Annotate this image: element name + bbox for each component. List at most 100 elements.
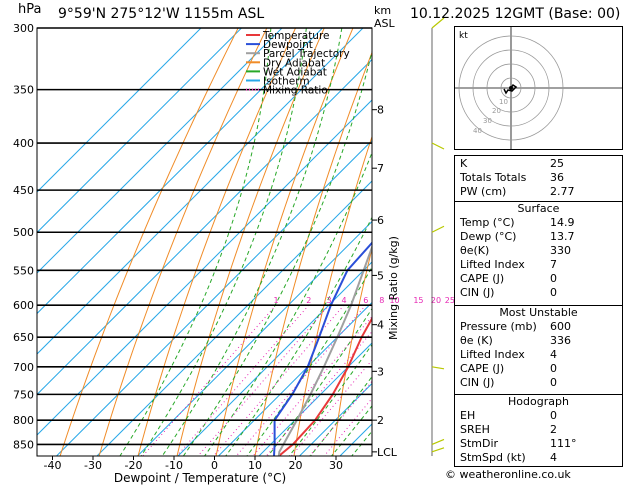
legend-label: Mixing Ratio xyxy=(263,85,328,97)
index-totals: Totals Totals 36 xyxy=(460,171,564,184)
isotherm-line xyxy=(137,220,372,456)
km-tick-label: 4 xyxy=(377,319,384,332)
mu-cin: CIN (J) 0 xyxy=(460,376,557,389)
legend-label: Temperature xyxy=(262,30,330,42)
temperature-tick-label: -30 xyxy=(84,459,102,472)
temperature-tick-label: -10 xyxy=(165,459,183,472)
pressure-tick-label: 500 xyxy=(13,226,34,239)
dry-adiabat-line xyxy=(215,28,354,456)
hodograph-trace xyxy=(503,83,518,95)
wind-barb xyxy=(431,17,445,29)
pressure-tick-label: 450 xyxy=(13,184,34,197)
surface-cin: CIN (J) 0 xyxy=(460,286,557,299)
most-unstable-title: Most Unstable xyxy=(455,305,622,320)
mixing-ratio-label: 20 xyxy=(431,296,441,305)
dry-adiabat-line xyxy=(332,246,372,456)
legend-entry: Mixing Ratio xyxy=(246,85,328,97)
legend-label: Wet Adiabat xyxy=(263,66,327,78)
legend-label: Isotherm xyxy=(263,76,310,88)
forecast-datetime: 10.12.2025 12GMT (Base: 00) xyxy=(410,6,621,22)
wind-barb xyxy=(431,447,445,453)
pressure-tick-label: 700 xyxy=(13,361,34,374)
dry-adiabat-line xyxy=(98,28,268,456)
hodo-eh: EH 0 xyxy=(460,409,557,422)
mixing-ratio-label: 4 xyxy=(341,296,346,305)
dry-adiabat-line xyxy=(176,28,325,456)
wet-adiabat-line xyxy=(309,375,372,456)
wind-barb xyxy=(431,366,445,370)
wind-barb xyxy=(431,438,445,445)
isotherm-line xyxy=(177,261,372,456)
indices-panel: K 25 Totals Totals 36 PW (cm) 2.77 Surface … xyxy=(454,155,623,467)
station-location: 9°59'N 275°12'W 1155m ASL xyxy=(58,6,265,22)
temperature-tick-label: -20 xyxy=(125,459,143,472)
legend-label: Parcel Trajectory xyxy=(263,48,350,60)
km-tick-label: LCL xyxy=(377,446,398,459)
pressure-tick-label: 600 xyxy=(13,299,34,312)
surface-theta-e: θe(K) 330 xyxy=(460,244,571,257)
wet-adiabat-line xyxy=(246,266,372,456)
temperature-tick-label: 10 xyxy=(248,459,262,472)
pressure-tick-label: 350 xyxy=(13,84,34,97)
km-tick-label: 3 xyxy=(377,365,384,378)
pressure-tick-label: 850 xyxy=(13,438,34,451)
x-axis-title: Dewpoint / Temperature (°C) xyxy=(114,471,286,485)
surface-lifted-index: Lifted Index 7 xyxy=(460,258,557,271)
km-tick-label: 8 xyxy=(377,104,384,117)
legend-entry: Dry Adiabat xyxy=(246,57,325,69)
temperature-tick-label: 20 xyxy=(289,459,303,472)
plot-frame xyxy=(36,27,373,457)
dewpoint-profile xyxy=(272,241,372,456)
temperature-tick-label: 0 xyxy=(211,459,218,472)
surface-temp: Temp (°C) 14.9 xyxy=(460,216,575,229)
isotherm-line xyxy=(37,28,242,234)
legend-entry: Dewpoint xyxy=(246,39,313,51)
pressure-tick-label: 400 xyxy=(13,137,34,150)
wet-adiabat-line xyxy=(119,28,272,456)
isotherm-line xyxy=(37,28,364,355)
legend-entry: Wet Adiabat xyxy=(246,66,327,78)
copyright: © weatheronline.co.uk xyxy=(445,468,571,481)
mixing-ratio-label: 10 xyxy=(389,296,399,305)
asl-axis-unit: ASL xyxy=(374,17,395,30)
pressure-tick-label: 550 xyxy=(13,264,34,277)
hpa-axis-unit: hPa xyxy=(18,2,42,17)
hodograph-plot: kt 10 20 30 40 xyxy=(455,27,622,149)
hodo-ring-label: 30 xyxy=(483,117,492,125)
surface-dewp: Dewp (°C) 13.7 xyxy=(460,230,575,243)
mu-pressure: Pressure (mb) 600 xyxy=(460,320,571,333)
pressure-tick-label: 300 xyxy=(13,22,34,35)
mixing-ratio-line xyxy=(265,330,372,456)
surface-cape: CAPE (J) 0 xyxy=(460,272,557,285)
isotherm-line xyxy=(96,180,372,456)
mixing-ratio-axis-title: Mixing Ratio (g/kg) xyxy=(387,236,400,340)
mixing-ratio-label: 2 xyxy=(306,296,311,305)
isotherm-line xyxy=(56,139,372,456)
hodograph-table-title: Hodograph xyxy=(455,394,622,409)
mixing-ratio-label: 3 xyxy=(327,296,332,305)
wind-barb xyxy=(431,142,445,150)
km-tick-label: 5 xyxy=(377,269,384,282)
mu-cape: CAPE (J) 0 xyxy=(460,362,557,375)
isotherm-line xyxy=(37,28,202,193)
legend-entry: Parcel Trajectory xyxy=(246,48,350,60)
hodo-ring-label: 20 xyxy=(492,107,501,115)
pressure-tick-label: 750 xyxy=(13,388,34,401)
isotherm-line xyxy=(218,301,372,456)
hodo-sreh: SREH 2 xyxy=(460,423,557,436)
surface-title: Surface xyxy=(455,201,622,216)
legend-label: Dewpoint xyxy=(263,39,313,51)
mixing-ratio-label: 8 xyxy=(379,296,384,305)
hodo-stmdir: StmDir 111° xyxy=(460,437,577,450)
isotherm-line xyxy=(37,58,372,396)
legend-entry: Isotherm xyxy=(246,76,310,88)
pressure-tick-label: 800 xyxy=(13,414,34,427)
mixing-ratio-label: 1 xyxy=(273,296,278,305)
mu-lifted-index: Lifted Index 4 xyxy=(460,348,557,361)
isotherm-line xyxy=(37,28,323,315)
dry-adiabat-line xyxy=(137,28,296,456)
wet-adiabat-line xyxy=(140,28,307,456)
wet-adiabat-line xyxy=(288,343,372,456)
legend-label: Dry Adiabat xyxy=(263,57,325,69)
mixing-ratio-label: 6 xyxy=(363,296,368,305)
